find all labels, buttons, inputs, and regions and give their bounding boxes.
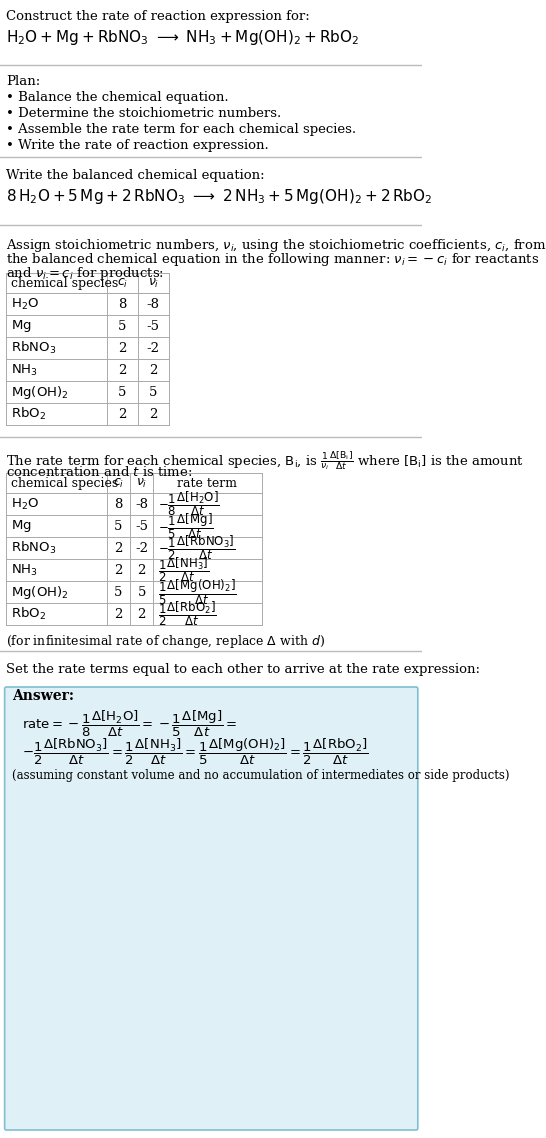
Text: Set the rate terms equal to each other to arrive at the rate expression:: Set the rate terms equal to each other t… <box>6 663 480 676</box>
Text: -8: -8 <box>135 497 148 511</box>
Text: $\dfrac{1}{5}\dfrac{\Delta[\mathrm{Mg(OH)_2}]}{\Delta t}$: $\dfrac{1}{5}\dfrac{\Delta[\mathrm{Mg(OH… <box>158 577 236 607</box>
Text: 2: 2 <box>118 407 127 421</box>
Text: $c_i$: $c_i$ <box>113 477 124 489</box>
Text: $\mathrm{H_2O}$: $\mathrm{H_2O}$ <box>11 297 39 312</box>
Text: • Assemble the rate term for each chemical species.: • Assemble the rate term for each chemic… <box>6 123 357 137</box>
Text: $\mathrm{RbNO_3}$: $\mathrm{RbNO_3}$ <box>11 539 56 556</box>
Text: $\mathrm{H_2O}$: $\mathrm{H_2O}$ <box>11 496 39 512</box>
Text: 2: 2 <box>114 563 122 577</box>
Text: $\dfrac{1}{2}\dfrac{\Delta[\mathrm{RbO_2}]}{\Delta t}$: $\dfrac{1}{2}\dfrac{\Delta[\mathrm{RbO_2… <box>158 600 217 628</box>
Text: $\mathrm{rate} = -\dfrac{1}{8}\dfrac{\Delta[\mathrm{H_2O}]}{\Delta t} = -\dfrac{: $\mathrm{rate} = -\dfrac{1}{8}\dfrac{\De… <box>22 709 237 739</box>
Text: $\mathrm{H_2O + Mg + RbNO_3 \ \longrightarrow \ NH_3 + Mg(OH)_2 + RbO_2}$: $\mathrm{H_2O + Mg + RbNO_3 \ \longright… <box>6 28 360 47</box>
Text: 8: 8 <box>118 297 127 311</box>
Text: 5: 5 <box>118 386 127 398</box>
Text: 5: 5 <box>149 386 157 398</box>
Text: 2: 2 <box>138 608 146 620</box>
Text: 5: 5 <box>114 585 122 599</box>
Text: 5: 5 <box>118 320 127 332</box>
Text: $-\dfrac{1}{8}\dfrac{\Delta[\mathrm{H_2O}]}{\Delta t}$: $-\dfrac{1}{8}\dfrac{\Delta[\mathrm{H_2O… <box>158 489 219 519</box>
Text: 2: 2 <box>118 363 127 377</box>
Text: and $\nu_i = c_i$ for products:: and $\nu_i = c_i$ for products: <box>6 265 164 282</box>
Text: $-\dfrac{1}{2}\dfrac{\Delta[\mathrm{RbNO_3}]}{\Delta t} = \dfrac{1}{2}\dfrac{\De: $-\dfrac{1}{2}\dfrac{\Delta[\mathrm{RbNO… <box>22 737 369 767</box>
Text: (for infinitesimal rate of change, replace $\Delta$ with $d$): (for infinitesimal rate of change, repla… <box>6 633 325 650</box>
Text: 2: 2 <box>114 542 122 554</box>
Text: 2: 2 <box>149 407 157 421</box>
Text: $\mathrm{RbNO_3}$: $\mathrm{RbNO_3}$ <box>11 340 56 356</box>
Text: $\nu_i$: $\nu_i$ <box>136 477 147 489</box>
Text: $\mathrm{RbO_2}$: $\mathrm{RbO_2}$ <box>11 406 46 422</box>
Text: Write the balanced chemical equation:: Write the balanced chemical equation: <box>6 170 265 182</box>
Text: 5: 5 <box>114 520 122 533</box>
Text: • Balance the chemical equation.: • Balance the chemical equation. <box>6 91 229 104</box>
Text: -5: -5 <box>147 320 159 332</box>
Text: • Determine the stoichiometric numbers.: • Determine the stoichiometric numbers. <box>6 107 281 119</box>
Text: -2: -2 <box>147 341 159 355</box>
Text: $\mathrm{Mg(OH)_2}$: $\mathrm{Mg(OH)_2}$ <box>11 584 68 601</box>
Text: concentration and $t$ is time:: concentration and $t$ is time: <box>6 465 193 479</box>
Text: (assuming constant volume and no accumulation of intermediates or side products): (assuming constant volume and no accumul… <box>13 769 510 782</box>
Text: chemical species: chemical species <box>11 477 118 489</box>
Text: Plan:: Plan: <box>6 75 40 88</box>
Text: • Write the rate of reaction expression.: • Write the rate of reaction expression. <box>6 139 269 152</box>
Text: 2: 2 <box>149 363 157 377</box>
Text: $c_i$: $c_i$ <box>117 277 128 289</box>
Text: -8: -8 <box>147 297 159 311</box>
Text: chemical species: chemical species <box>11 277 118 289</box>
Text: $\mathrm{NH_3}$: $\mathrm{NH_3}$ <box>11 362 38 378</box>
Text: Assign stoichiometric numbers, $\nu_i$, using the stoichiometric coefficients, $: Assign stoichiometric numbers, $\nu_i$, … <box>6 237 546 254</box>
Text: $\dfrac{1}{2}\dfrac{\Delta[\mathrm{NH_3}]}{\Delta t}$: $\dfrac{1}{2}\dfrac{\Delta[\mathrm{NH_3}… <box>158 555 209 585</box>
Text: $\mathrm{Mg}$: $\mathrm{Mg}$ <box>11 318 32 333</box>
Text: 2: 2 <box>138 563 146 577</box>
Text: rate term: rate term <box>177 477 238 489</box>
Text: Construct the rate of reaction expression for:: Construct the rate of reaction expressio… <box>6 10 310 23</box>
FancyBboxPatch shape <box>5 687 418 1130</box>
Text: the balanced chemical equation in the following manner: $\nu_i = -c_i$ for react: the balanced chemical equation in the fo… <box>6 251 539 269</box>
Text: $\mathrm{NH_3}$: $\mathrm{NH_3}$ <box>11 562 38 578</box>
Text: $-\dfrac{1}{5}\dfrac{\Delta[\mathrm{Mg}]}{\Delta t}$: $-\dfrac{1}{5}\dfrac{\Delta[\mathrm{Mg}]… <box>158 511 213 541</box>
Text: -2: -2 <box>135 542 148 554</box>
Text: $\mathrm{RbO_2}$: $\mathrm{RbO_2}$ <box>11 605 46 622</box>
Text: $\mathrm{8\,H_2O + 5\,Mg + 2\,RbNO_3 \ \longrightarrow \ 2\,NH_3 + 5\,Mg(OH)_2 +: $\mathrm{8\,H_2O + 5\,Mg + 2\,RbNO_3 \ \… <box>6 187 432 206</box>
Text: $\mathrm{Mg(OH)_2}$: $\mathrm{Mg(OH)_2}$ <box>11 384 68 401</box>
Text: $\mathrm{Mg}$: $\mathrm{Mg}$ <box>11 518 32 534</box>
Text: -5: -5 <box>135 520 148 533</box>
Text: 2: 2 <box>118 341 127 355</box>
Text: 5: 5 <box>138 585 146 599</box>
Text: Answer:: Answer: <box>13 688 74 703</box>
Text: The rate term for each chemical species, $\mathrm{B_i}$, is $\frac{1}{\nu_i}\fra: The rate term for each chemical species,… <box>6 450 524 472</box>
Text: $-\dfrac{1}{2}\dfrac{\Delta[\mathrm{RbNO_3}]}{\Delta t}$: $-\dfrac{1}{2}\dfrac{\Delta[\mathrm{RbNO… <box>158 534 235 562</box>
Text: 8: 8 <box>114 497 122 511</box>
Text: $\nu_i$: $\nu_i$ <box>147 277 159 289</box>
Text: 2: 2 <box>114 608 122 620</box>
